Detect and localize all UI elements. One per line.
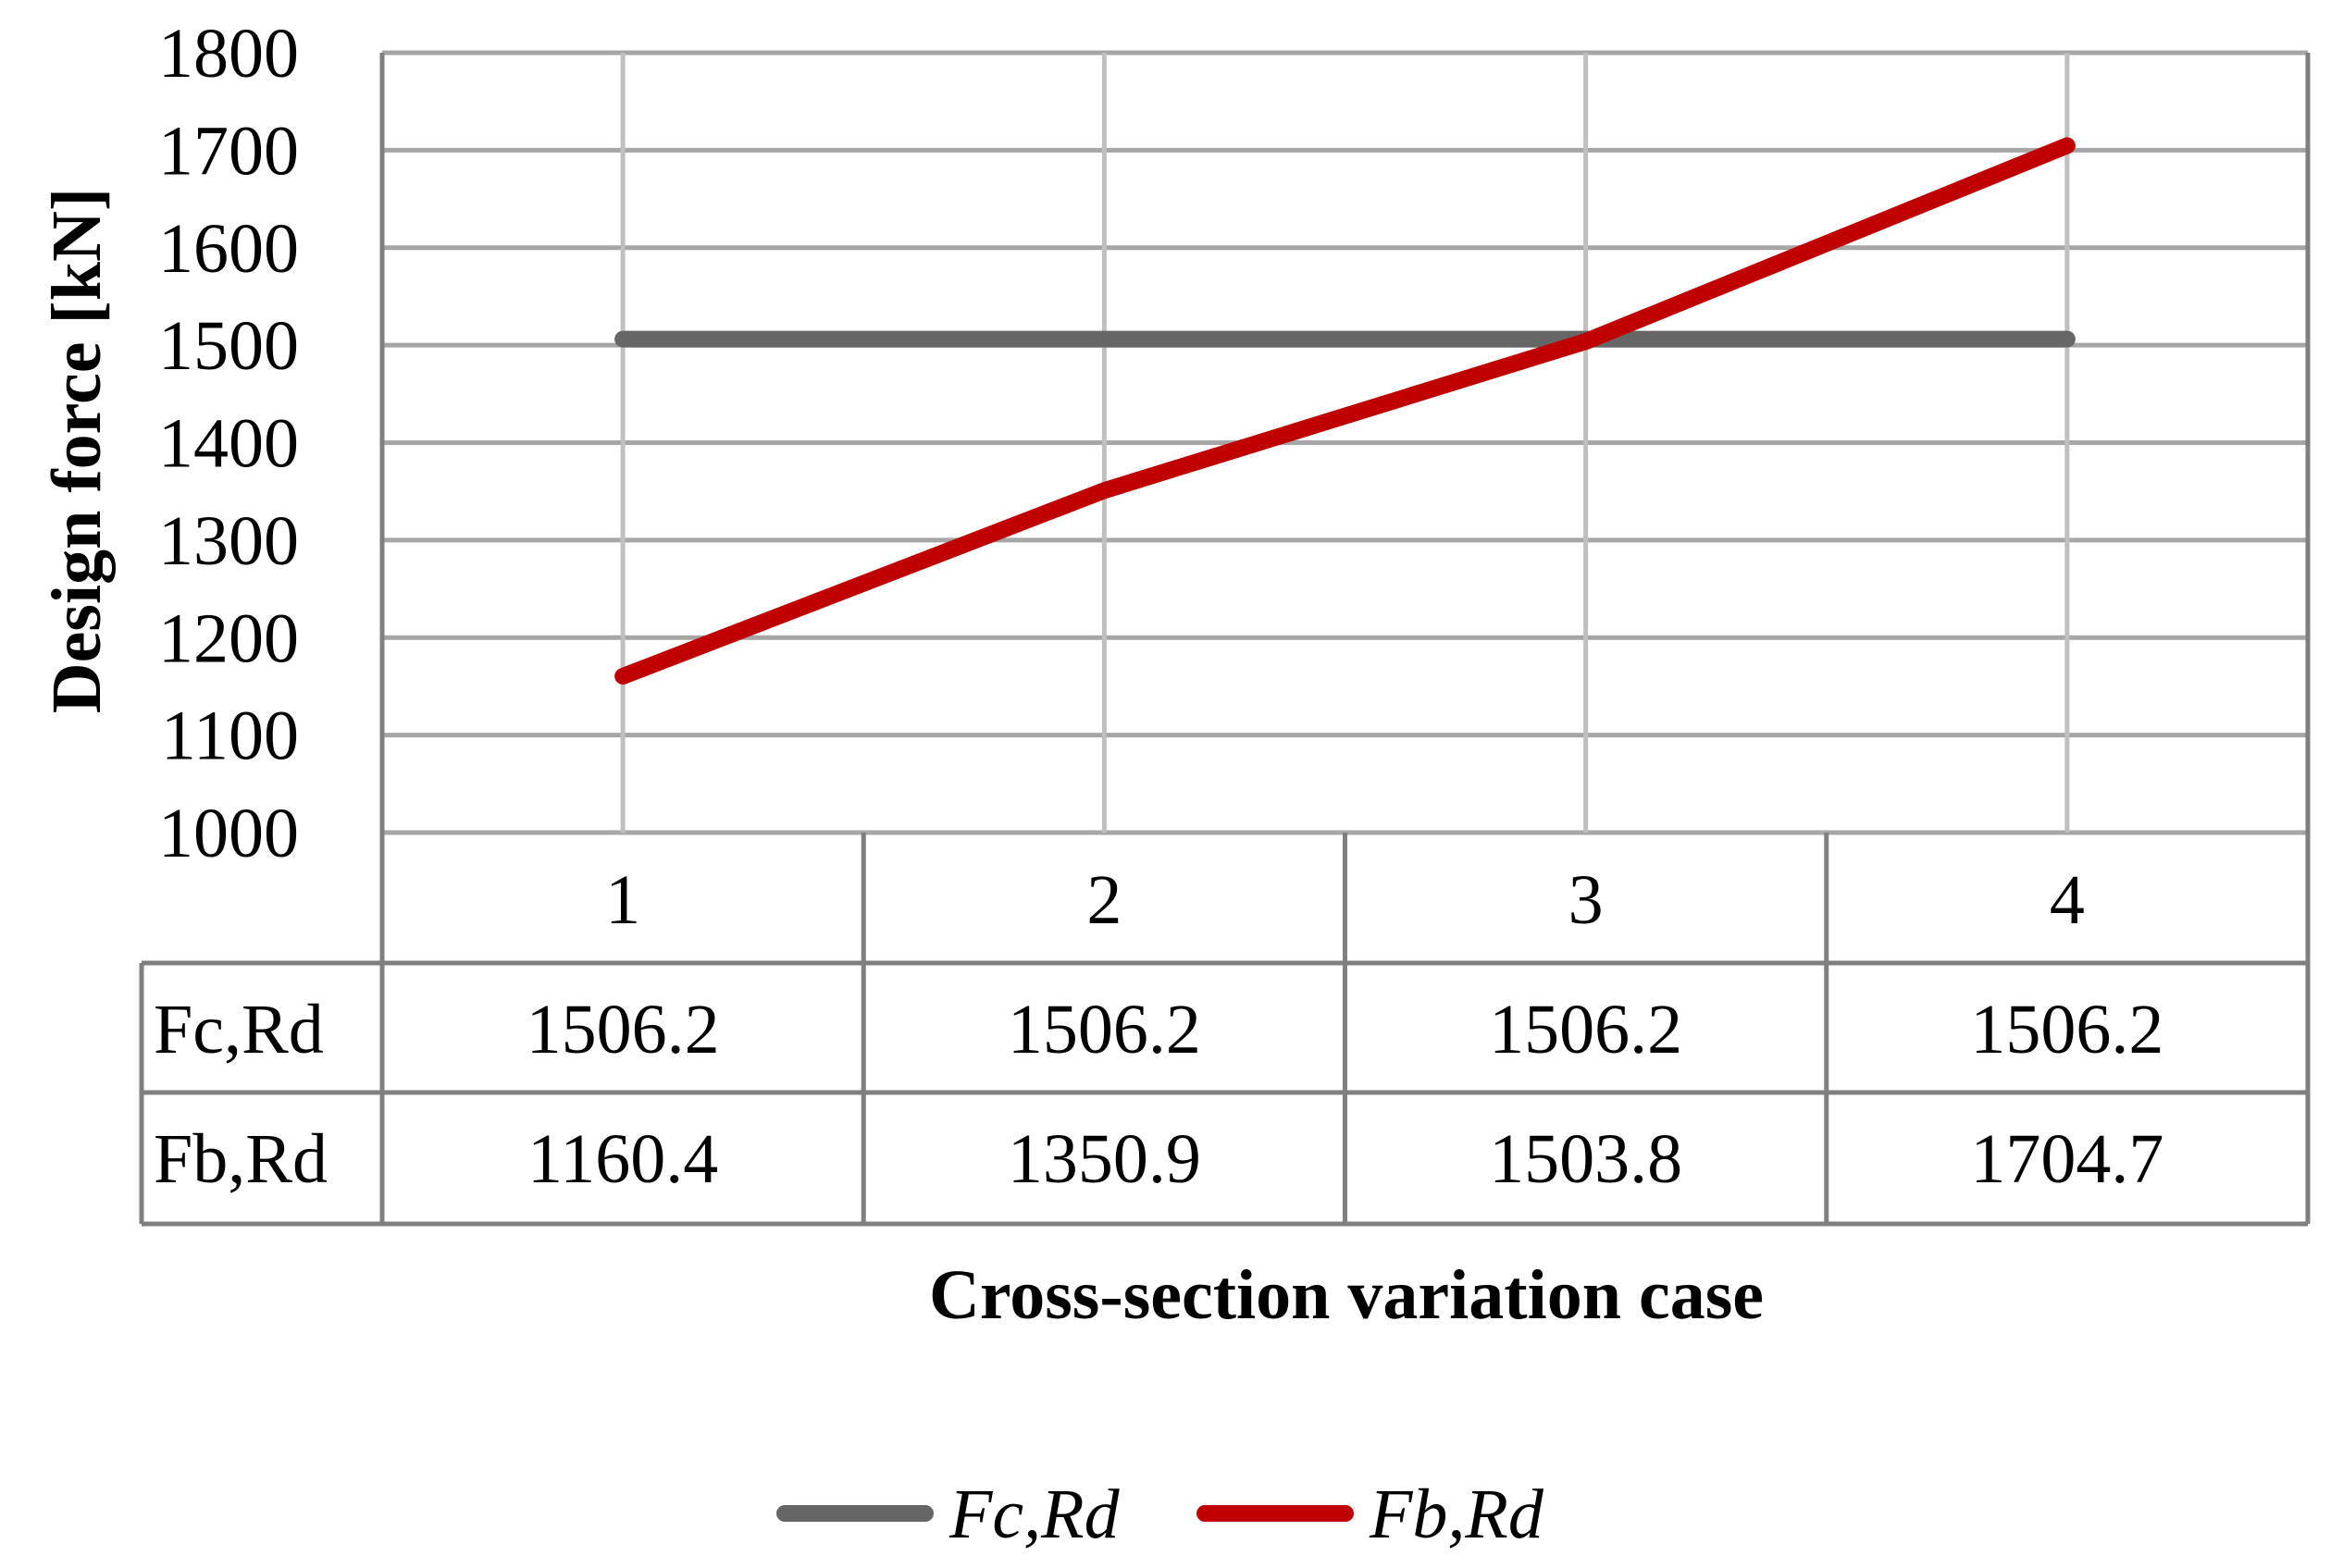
- data-label: 1704.7: [1970, 1120, 2163, 1198]
- x-tick-label: 1: [605, 861, 640, 939]
- y-tick-label: 1600: [158, 210, 299, 288]
- y-axis-title: Design force [kN]: [38, 188, 116, 713]
- x-tick-label: 4: [2050, 861, 2085, 939]
- y-tick-label: 1300: [158, 502, 299, 580]
- text-layer: 1000 1100 1200 1300 1400 1500 1600 1700 1800 1 2 3 4…: [154, 15, 2163, 1198]
- legend: Fc,Rd Fb,Rd: [776, 1475, 1544, 1553]
- x-tick-label: 2: [1086, 861, 1122, 939]
- data-label: 1506.2: [527, 991, 720, 1068]
- x-axis-title: Cross-section variation case: [929, 1256, 1764, 1334]
- data-label: 1503.8: [1489, 1120, 1682, 1198]
- legend-label: Fb,Rd: [1369, 1475, 1544, 1553]
- x-tick-label: 3: [1568, 861, 1604, 939]
- y-tick-label: 1800: [158, 15, 299, 93]
- y-tick-label: 1700: [158, 112, 299, 190]
- y-tick-label: 1200: [158, 599, 299, 677]
- y-tick-label: 1000: [158, 795, 299, 872]
- series-line-fb-rd: [614, 137, 2076, 685]
- data-label: 1350.9: [1008, 1120, 1201, 1198]
- y-tick-label: 1400: [158, 405, 299, 483]
- data-label: 1506.2: [1489, 991, 1682, 1068]
- legend-label: Fc,Rd: [948, 1475, 1121, 1553]
- y-tick-label: 1100: [161, 698, 299, 775]
- series-layer: [614, 137, 2076, 685]
- data-label: 1506.2: [1970, 991, 2163, 1068]
- y-tick-label: 1500: [158, 307, 299, 385]
- table-row-header: Fc,Rd: [154, 991, 324, 1068]
- table-row-header: Fb,Rd: [154, 1120, 328, 1198]
- data-label: 1506.2: [1008, 991, 1201, 1068]
- data-label: 1160.4: [527, 1120, 718, 1198]
